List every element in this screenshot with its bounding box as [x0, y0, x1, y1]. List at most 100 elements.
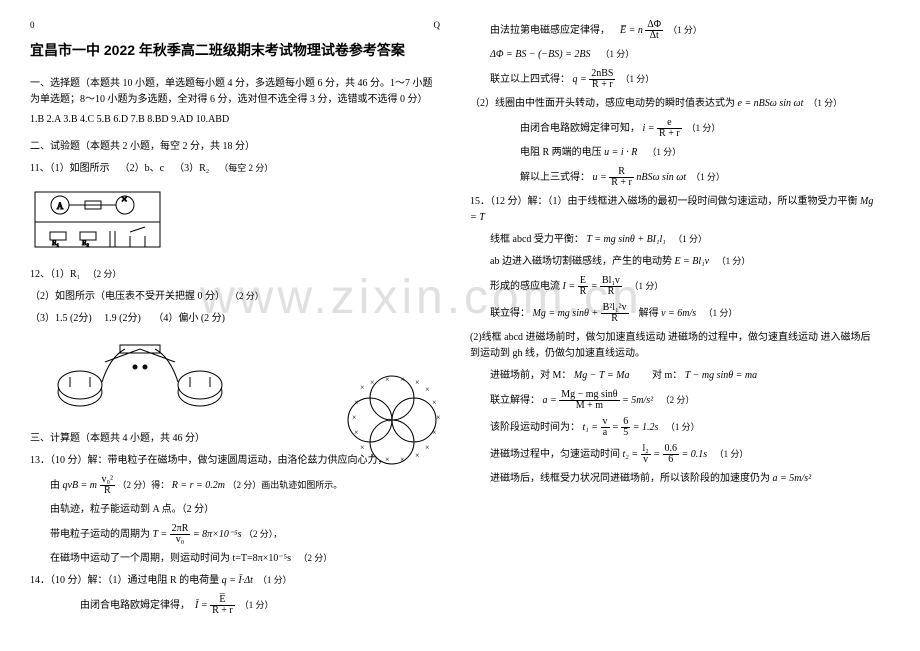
q15-l10: 进磁场后，线框受力状况同进磁场前，所以该阶段的加速度仍为 a = 5m/s² [490, 471, 880, 487]
q15-f6: 进磁场前，对 M： [490, 370, 571, 381]
q15-eq8l: t₁ = [583, 422, 599, 433]
q13-f3b: （2 分）， [244, 529, 282, 539]
q12-3a: （3）1.5 (2分) [30, 313, 92, 324]
r5-frac: eR + r [657, 118, 682, 139]
q13-f4s: （2 分） [299, 553, 333, 563]
q15-frac9b: 0.66 [663, 444, 680, 465]
q14-eq1: q = Ī·Δt [222, 575, 253, 586]
q15-l1: 线框 abcd 受力平衡： T = mg sinθ + BI₁l₁ （1 分） [490, 232, 880, 248]
q14-frac2: E̅R + r [210, 595, 235, 616]
r1-line: 由法拉第电磁感应定律得， E̅ = n ΔΦΔt （1 分） [490, 20, 880, 41]
q15-eq10: a = 5m/s² [773, 473, 812, 484]
q15-l7: 联立解得： a = Mg − mg sinθM + m = 5m/s² （2 分… [490, 390, 880, 411]
q15-eq8m: = [612, 422, 619, 433]
r4-s: （1 分） [808, 98, 842, 108]
left-column: 0 Q 宜昌市一中 2022 年秋季高二班级期末考试物理试卷参考答案 一、选择题… [30, 20, 440, 616]
q15-eq3l: I = [563, 281, 576, 292]
q15-s3: （1 分） [629, 281, 663, 291]
q15-frac9a: l₂v [641, 444, 651, 465]
q15-l3: 形成的感应电流 I = ER = Bl₁vR （1 分） [490, 276, 880, 297]
r5-s: （1 分） [687, 123, 721, 133]
q15-f5: (2)线框 abcd 进磁场前时，做匀加速直线运动 进磁场的过程中，做匀速直线运… [470, 330, 880, 362]
q15-f2: ab 边进入磁场切割磁感线，产生的电动势 [490, 256, 672, 267]
r3-frac: 2nBSR + r [589, 69, 615, 90]
q15-l8: 该阶段运动时间为： t₁ = va = 65 = 1.2s （1 分） [490, 417, 880, 438]
q15-frac7-den: M + m [559, 401, 619, 411]
q14-frac2-den: R + r [210, 606, 235, 616]
q13-eq3r: = 8π×10⁻⁵s [193, 529, 242, 540]
q13-f4: 在磁场中运动了一个周期，则运动时间为 t=T=8π×10⁻⁵s [50, 553, 291, 564]
q12-1: 12、（1）R₁ （2 分） [30, 267, 440, 283]
q11-2: （2）b、c [120, 163, 164, 174]
section3-head: 三、计算题（本题共 4 小题，共 46 分） [30, 431, 440, 447]
q15-eq8r: = 1.2s [633, 422, 659, 433]
r5: 由闭合电路欧姆定律可知， [520, 123, 640, 134]
q14-intro: 14．（10 分）解：（1）通过电阻 R 的电荷量 [30, 575, 219, 586]
q12-3b: 1.9 (2分) [104, 313, 141, 324]
q13-line1: 由 qvB = m v₀²R （2 分）得： R = r = 0.2m （2 分… [50, 475, 440, 496]
q15-l9: 进磁场过程中，匀速运动时间 t₂ = l₂v = 0.66 = 0.1s （1 … [490, 444, 880, 465]
r4-eq: e = nBSω sin ωt [738, 98, 804, 109]
q15-frac9b-den: 6 [663, 455, 680, 465]
q11-line: 11、（1）如图所示 （2）b、c （3）R₂ （每空 2 分） [30, 161, 440, 177]
q15-frac4: B²l₁²vR [601, 303, 629, 324]
circuit-diagram-2 [50, 337, 230, 417]
r1-frac: ΔΦΔt [645, 20, 663, 41]
q12-2-text: （2）如图所示（电压表不受开关把握 0 分） [30, 291, 225, 302]
r1-s: （1 分） [668, 25, 702, 35]
svg-text:R₂: R₂ [82, 239, 90, 247]
q15-eq3m: = [591, 281, 598, 292]
r5-line: 由闭合电路欧姆定律可知， i = eR + r （1 分） [520, 118, 880, 139]
q15-f10: 进磁场后，线框受力状况同进磁场前，所以该阶段的加速度仍为 [490, 473, 770, 484]
r3-eql: q = [573, 74, 587, 85]
header-left: 0 [30, 20, 35, 30]
q13-eq3l: T = [153, 529, 168, 540]
r5-frac-den: R + r [657, 129, 682, 139]
r3-s: （1 分） [620, 74, 654, 84]
svg-text:R₁: R₁ [52, 239, 59, 247]
q15-frac8b: 65 [621, 417, 630, 438]
q13-intro: 13．（10 分）解：带电粒子在磁场中，做匀速圆周运动，由洛伦兹力供应向心力， [30, 453, 440, 469]
q15-eq9r: = 0.1s [682, 449, 708, 460]
r2-s: （1 分） [600, 49, 634, 59]
q15-frac8b-den: 5 [621, 428, 630, 438]
q12-2-score: （2 分） [230, 291, 264, 301]
q13-f3a: 带电粒子运动的周期为 [50, 529, 150, 540]
r2-eq: ΔΦ = BS − (−BS) = 2BS [490, 49, 590, 60]
section1-head: 一、选择题（本题共 10 小题，单选题每小题 4 分，多选题每小题 6 分，共 … [30, 76, 440, 108]
q15-frac8a: va [601, 417, 610, 438]
q15-f7: 联立解得： [490, 395, 540, 406]
q14-eq2l: Ī = [195, 600, 208, 611]
r7-eqr: nBSω sin ωt [636, 172, 686, 183]
q15-f4: 联立得： [490, 308, 530, 319]
q15-eq4l: Mg = mg sinθ + [533, 308, 599, 319]
q11-1: 11、（1）如图所示 [30, 163, 110, 174]
q14-line2: 由闭合电路欧姆定律得， Ī = E̅R + r （1 分） [80, 595, 440, 616]
header-right: Q [434, 20, 441, 30]
q15-f6b: 对 m： [652, 370, 682, 381]
r7: 解以上三式得： [520, 172, 590, 183]
page-header: 0 Q [30, 20, 440, 30]
r6-line: 电阻 R 两端的电压 u = i · R （1 分） [520, 145, 880, 161]
q15-intro-line: 15．（12 分）解：（1）由于线框进入磁场的最初一段时间做匀速运动，所以重物受… [470, 194, 880, 226]
q15-intro: 15．（12 分）解：（1）由于线框进入磁场的最初一段时间做匀速运动，所以重物受… [470, 196, 858, 207]
q14-s1: （1 分） [258, 575, 292, 585]
section1-answers: 1.B 2.A 3.B 4.C 5.B 6.D 7.B 8.BD 9.AD 10… [30, 114, 440, 125]
q13-frac3-den: v₀ [170, 535, 191, 545]
q15-eq1: T = mg sinθ + BI₁l₁ [586, 234, 665, 245]
q14-f2: 由闭合电路欧姆定律得， [80, 600, 190, 611]
r6-s: （1 分） [647, 147, 681, 157]
r7-eql: u = [593, 172, 607, 183]
q12-2: （2）如图所示（电压表不受开关把握 0 分） （2 分） [30, 289, 440, 305]
r6-eq: u = i · R [604, 147, 637, 158]
q11-score: （每空 2 分） [219, 163, 273, 173]
q13-eq1r: R = r = 0.2m [172, 480, 225, 491]
r7-line: 解以上三式得： u = RR + r nBSω sin ωt （1 分） [520, 167, 880, 188]
q12-1-score: （2 分） [88, 269, 122, 279]
q15-eq2: E = Bl₁v [674, 256, 709, 267]
document-title: 宜昌市一中 2022 年秋季高二班级期末考试物理试卷参考答案 [30, 40, 440, 60]
svg-text:A: A [57, 201, 64, 211]
q15-s8: （1 分） [666, 422, 700, 432]
q15-f1: 线框 abcd 受力平衡： [490, 234, 584, 245]
q13-frac1: v₀²R [100, 475, 115, 496]
